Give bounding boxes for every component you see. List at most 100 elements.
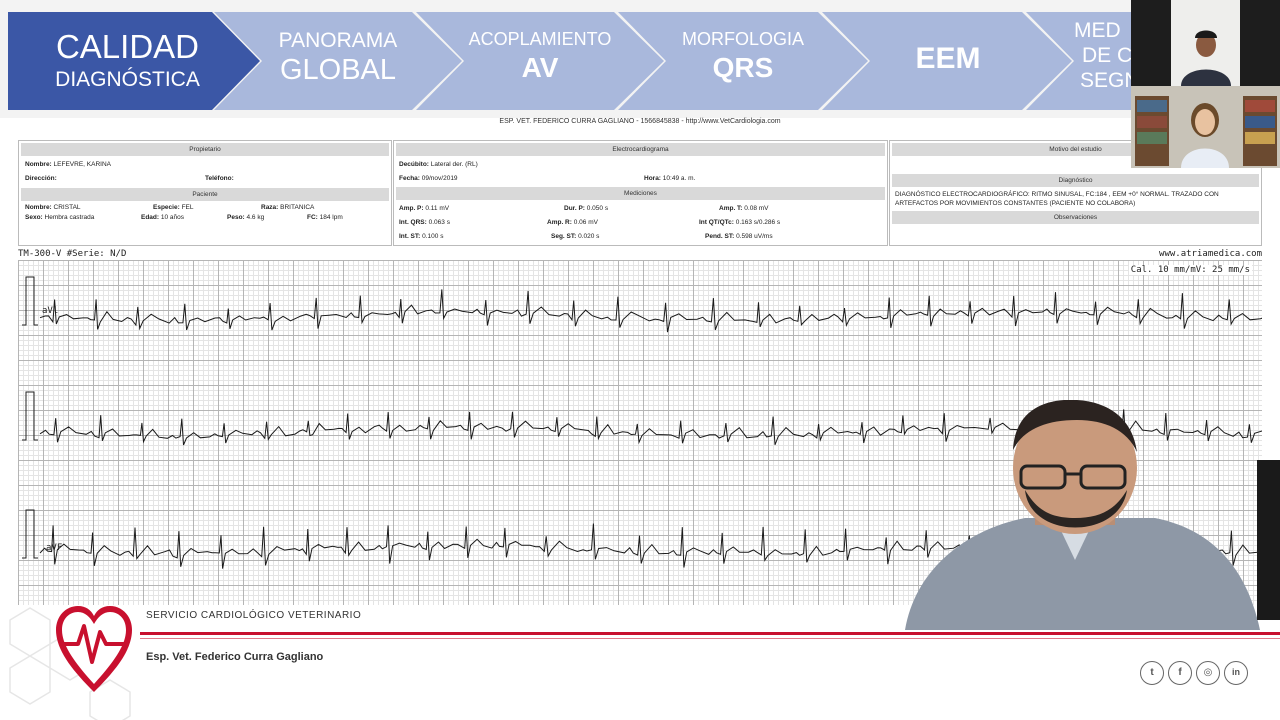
patient-name: CRISTAL <box>53 204 81 211</box>
int-qt: 0.163 s/0.286 s <box>735 219 781 226</box>
amp-t-label: Amp. T: <box>719 205 743 212</box>
observations-title: Observaciones <box>892 211 1259 224</box>
linkedin-icon[interactable]: in <box>1224 661 1248 685</box>
sheet-header: ESP. VET. FEDERICO CURRA GAGLIANO - 1566… <box>499 118 781 125</box>
ecg-decubito-row: Decúbito: Lateral der. (RL) <box>394 158 887 172</box>
step-chevron-2[interactable] <box>214 12 462 110</box>
decubito-label: Decúbito: <box>399 161 429 168</box>
dur-p: 0.050 s <box>586 205 609 212</box>
int-st-label: Int. ST: <box>399 233 421 240</box>
int-st: 0.100 s <box>422 233 444 240</box>
step-line2: DIAGNÓSTICA <box>55 68 200 91</box>
ecg-date-row: Fecha: 09/nov/2019 Hora: 10:49 a. m. <box>394 172 887 186</box>
measurements-title: Mediciones <box>396 187 885 200</box>
participant-1-avatar <box>1131 0 1280 86</box>
participant-video-2[interactable] <box>1131 86 1280 168</box>
owner-phone-label: Teléfono: <box>205 175 234 182</box>
amp-p-label: Amp. P: <box>399 205 424 212</box>
footer-red-line-thin <box>140 638 1280 639</box>
dur-p-label: Dur. P: <box>564 205 585 212</box>
int-qt-label: Int QT/QTc: <box>699 219 734 226</box>
presenter-video[interactable] <box>905 400 1280 630</box>
seg-st-label: Seg. ST: <box>551 233 577 240</box>
ecg-measurements-panel: Electrocardiograma Decúbito: Lateral der… <box>393 140 888 246</box>
step-mediciones[interactable]: MED DE C SEGN <box>1074 20 1140 92</box>
step-navigation: CALIDAD DIAGNÓSTICA PANORAMA GLOBAL ACOP… <box>0 0 1280 118</box>
lead-label-avf: aVF <box>46 543 63 553</box>
time-label: Hora: <box>644 175 661 182</box>
patient-sex: Hembra castrada <box>44 214 95 221</box>
owner-name-row: Nombre: LEFEVRE, KARINA <box>19 158 391 172</box>
patient-age-label: Edad: <box>141 214 160 221</box>
date: 09/nov/2019 <box>421 175 458 182</box>
meas-row-1: Amp. P: 0.11 mV Dur. P: 0.050 s Amp. T: … <box>394 202 887 216</box>
calibration-pulse <box>22 276 38 326</box>
step-chevron-5[interactable] <box>822 12 1072 110</box>
step-calidad[interactable]: CALIDAD DIAGNÓSTICA <box>30 30 225 90</box>
date-label: Fecha: <box>399 175 420 182</box>
owner-title: Propietario <box>21 143 389 156</box>
step-line1: ACOPLAMIENTO <box>468 29 612 49</box>
diagnosis-title: Diagnóstico <box>892 174 1259 187</box>
step-chevron-1[interactable] <box>8 12 260 110</box>
service-name: SERVICIO CARDIOLÓGICO VETERINARIO <box>146 610 362 621</box>
amp-r-label: Amp. R: <box>547 219 572 226</box>
owner-contact-row: Dirección: Teléfono: <box>19 172 391 186</box>
facebook-icon[interactable]: f <box>1168 661 1192 685</box>
ecg-trace-lead-1 <box>39 289 1262 333</box>
step-morfologia[interactable]: MORFOLOGIA QRS <box>663 30 823 82</box>
pend-st-label: Pend. ST: <box>705 233 735 240</box>
instagram-icon[interactable]: ◎ <box>1196 661 1220 685</box>
footer-red-line <box>140 632 1280 635</box>
time: 10:49 a. m. <box>662 175 696 182</box>
patient-age: 10 años <box>160 214 185 221</box>
device-serial: TM-300-V #Serie: N/D <box>18 249 127 259</box>
owner-patient-panel: Propietario Nombre: LEFEVRE, KARINA Dire… <box>18 140 392 246</box>
diagnosis-text: DIAGNÓSTICO ELECTROCARDIOGRÁFICO: RITMO … <box>895 191 1219 207</box>
participant-video-1[interactable] <box>1131 0 1280 86</box>
step-line1: PANORAMA <box>278 29 398 52</box>
twitter-icon[interactable]: t <box>1140 661 1164 685</box>
heart-logo <box>56 606 132 692</box>
step-line2: GLOBAL <box>279 54 397 86</box>
patient-weight: 4.6 kg <box>246 214 265 221</box>
patient-breed: BRITANICA <box>280 204 315 211</box>
calibration-pulse <box>22 391 38 441</box>
patient-row-2: Sexo: Hembra castrada Edad: 10 años Peso… <box>19 214 391 225</box>
calibration: Cal. 10 mm/mV: 25 mm/s <box>1128 265 1252 275</box>
step-chevron-4[interactable] <box>618 12 868 110</box>
calibration-pulse <box>22 509 38 559</box>
meas-row-2: Int. QRS: 0.063 s Amp. R: 0.06 mV Int QT… <box>394 216 887 230</box>
patient-title: Paciente <box>21 188 389 201</box>
patient-name-label: Nombre: <box>25 204 52 211</box>
step-line2: AV <box>521 52 559 83</box>
pend-st: 0.598 uV/ms <box>736 233 773 240</box>
step-eem[interactable]: EEM <box>868 44 1028 74</box>
patient-species-label: Especie: <box>153 204 180 211</box>
patient-breed-label: Raza: <box>261 204 279 211</box>
patient-species: FEL <box>181 204 194 211</box>
patient-hr-label: FC: <box>307 214 318 221</box>
step-line3: SEGN <box>1080 69 1140 92</box>
owner-address-label: Dirección: <box>25 175 57 182</box>
owner-name-label: Nombre: <box>25 161 52 168</box>
meas-row-3: Int. ST: 0.100 s Seg. ST: 0.020 s Pend. … <box>394 230 887 244</box>
patient-row-1: Nombre: CRISTAL Especie: FEL Raza: BRITA… <box>19 203 391 214</box>
lead-label-avl: aVl <box>42 306 59 316</box>
step-line2: DE C <box>1082 44 1133 67</box>
amp-r: 0.06 mV <box>573 219 598 226</box>
step-chevron-3[interactable] <box>416 12 664 110</box>
step-acoplamiento[interactable]: ACOPLAMIENTO AV <box>460 30 620 82</box>
amp-p: 0.11 mV <box>425 205 450 212</box>
step-panorama[interactable]: PANORAMA GLOBAL <box>258 30 418 85</box>
doctor-name: Esp. Vet. Federico Curra Gagliano <box>146 651 324 663</box>
website: www.atriamedica.com <box>1159 249 1262 259</box>
ecg-title: Electrocardiograma <box>396 143 885 156</box>
participant-2-avatar <box>1131 86 1280 168</box>
step-line1: CALIDAD <box>55 28 200 65</box>
int-qrs-label: Int. QRS: <box>399 219 427 226</box>
seg-st: 0.020 s <box>578 233 600 240</box>
step-line2: QRS <box>712 52 774 83</box>
owner-name: LEFEVRE, KARINA <box>53 161 111 168</box>
decubito: Lateral der. (RL) <box>430 161 478 168</box>
